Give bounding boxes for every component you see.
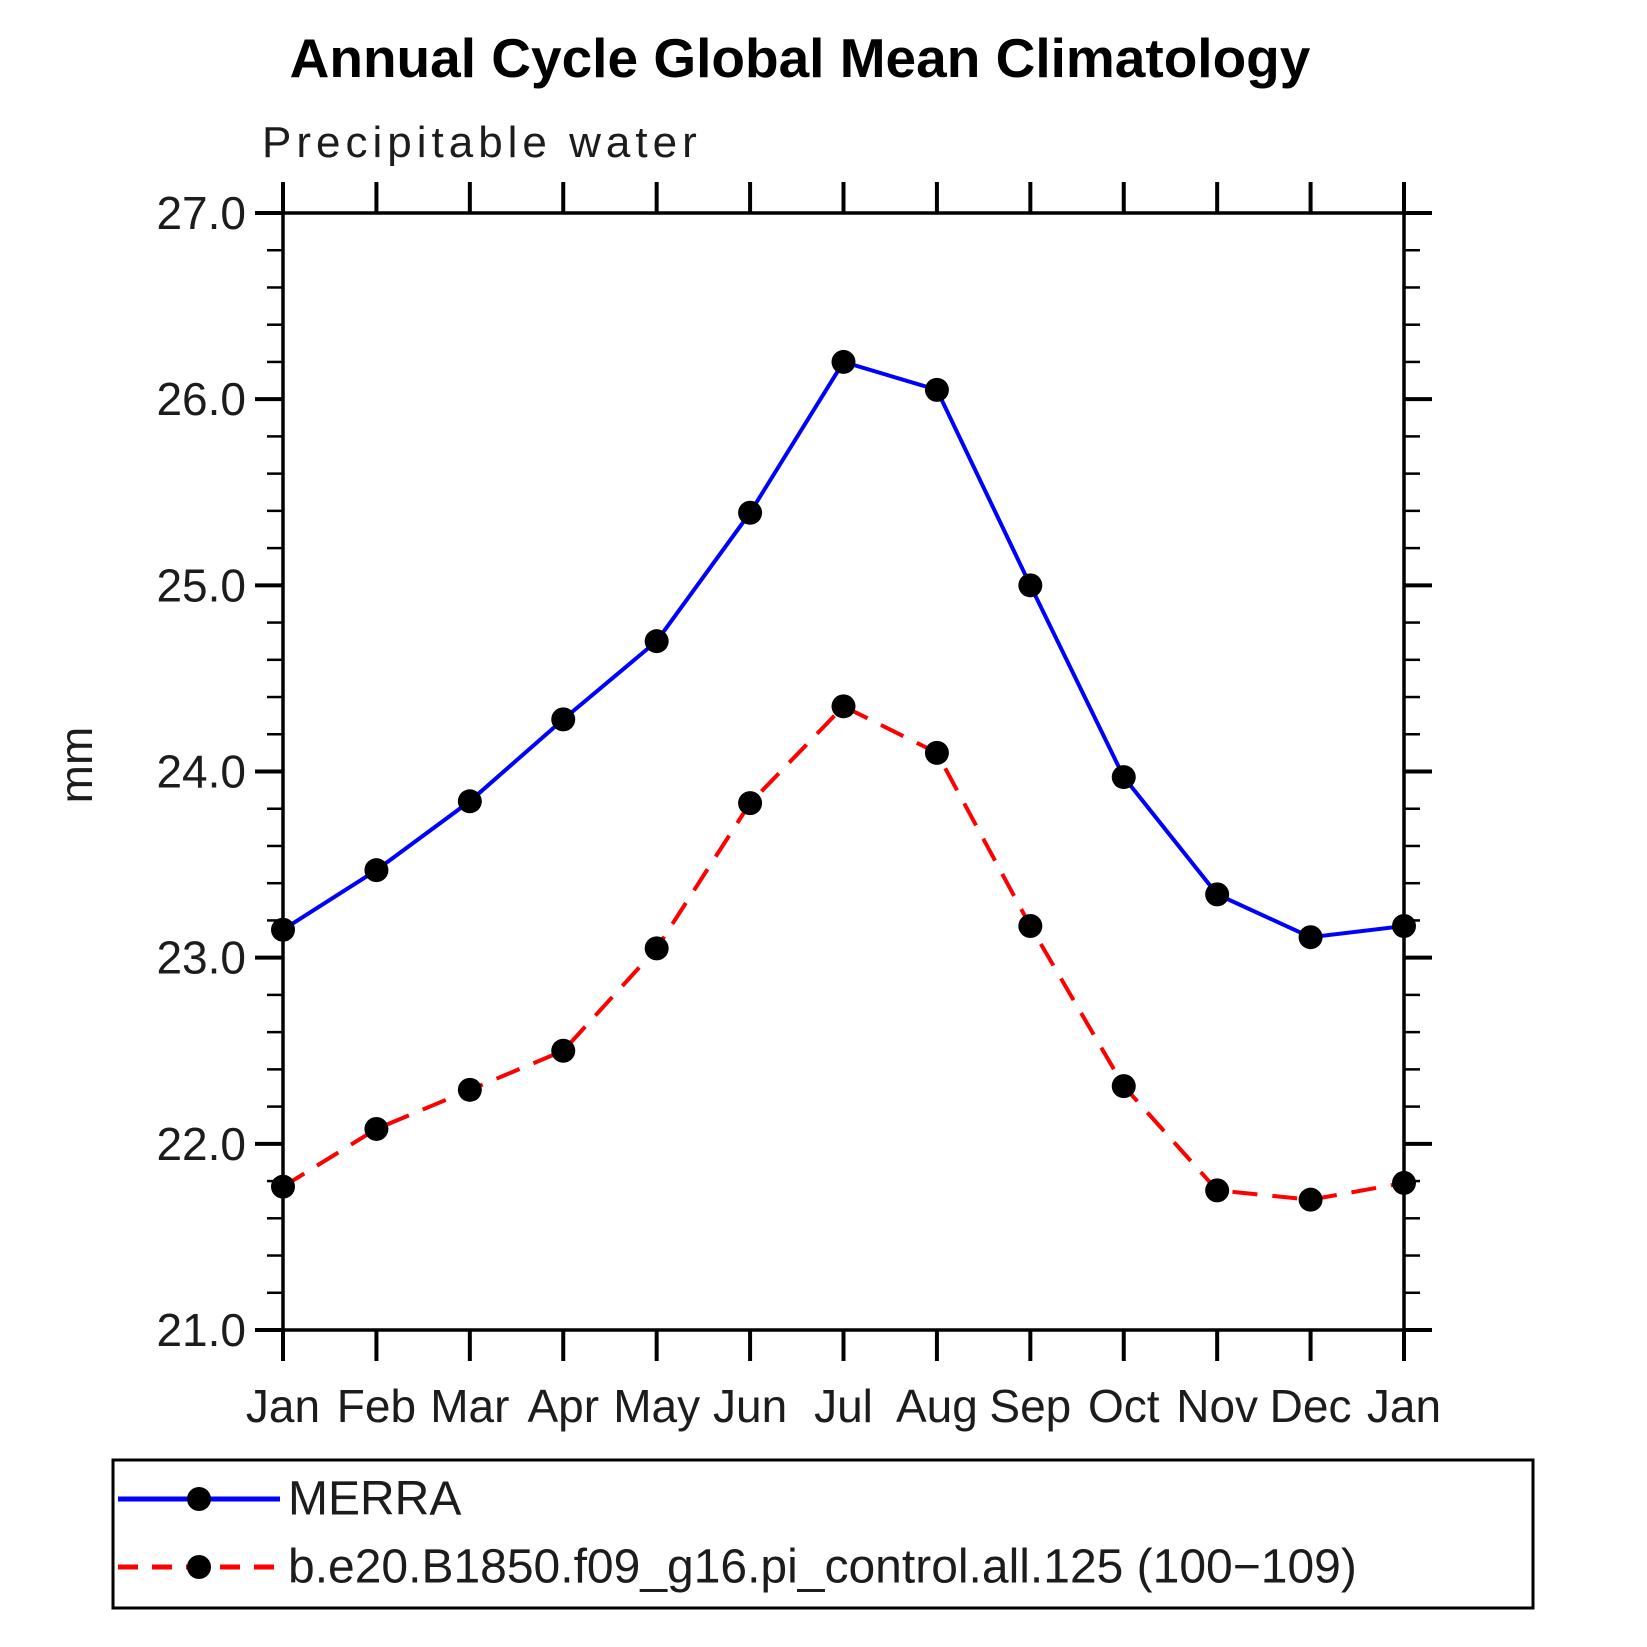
data-point-marker xyxy=(1298,925,1323,950)
data-point-marker xyxy=(644,629,669,654)
data-point-marker xyxy=(924,740,949,765)
plot-frame xyxy=(281,211,1406,1332)
x-tick-label: Apr xyxy=(527,1380,599,1432)
y-tick-label: 24.0 xyxy=(156,746,246,798)
x-tick-label: Feb xyxy=(337,1380,416,1432)
legend-label-0: MERRA xyxy=(288,1473,461,1526)
x-tick-label: Sep xyxy=(989,1380,1071,1432)
x-tick-label: Nov xyxy=(1176,1380,1258,1432)
x-tick-label: Jul xyxy=(814,1380,873,1432)
data-point-marker xyxy=(1392,1170,1416,1195)
data-point-marker xyxy=(1111,765,1136,790)
data-point-marker xyxy=(924,377,949,402)
data-point-marker xyxy=(644,936,669,961)
legend-marker-1 xyxy=(187,1555,211,1579)
x-tick-label: Dec xyxy=(1270,1380,1352,1432)
y-tick-label: 25.0 xyxy=(156,559,246,611)
data-point-marker xyxy=(1018,914,1043,939)
data-point-marker xyxy=(364,1116,389,1141)
data-point-marker xyxy=(551,707,576,732)
chart-title: Annual Cycle Global Mean Climatology xyxy=(289,27,1311,89)
data-point-marker xyxy=(831,349,856,374)
data-point-marker xyxy=(1111,1074,1136,1099)
x-tick-label: Oct xyxy=(1088,1380,1160,1432)
y-axis-title: mm xyxy=(50,727,102,804)
data-point-marker xyxy=(271,1174,295,1199)
y-tick-label: 26.0 xyxy=(156,373,246,425)
y-tick-label: 27.0 xyxy=(156,187,246,239)
data-point-marker xyxy=(364,858,389,883)
x-tick-label: Mar xyxy=(430,1380,509,1432)
x-tick-label: Jan xyxy=(246,1380,320,1432)
legend-label-1: b.e20.B1850.f09_g16.pi_control.all.125 (… xyxy=(288,1541,1357,1594)
data-point-marker xyxy=(831,694,856,719)
data-point-marker xyxy=(1205,1178,1230,1203)
data-point-marker xyxy=(1392,914,1416,939)
x-tick-label: Aug xyxy=(896,1380,978,1432)
x-tick-label: Jan xyxy=(1367,1380,1441,1432)
series-line-1 xyxy=(281,703,1405,1202)
series-line-0 xyxy=(281,359,1405,940)
data-point-marker xyxy=(738,791,763,816)
data-point-marker xyxy=(457,789,482,814)
y-tick-label: 21.0 xyxy=(156,1304,246,1356)
data-point-marker xyxy=(457,1077,482,1102)
chart-subtitle: Precipitable water xyxy=(262,118,702,167)
y-tick-label: 22.0 xyxy=(156,1118,246,1170)
data-point-marker xyxy=(738,500,763,525)
legend-box xyxy=(111,1458,1535,1610)
data-point-marker xyxy=(1205,882,1230,907)
x-tick-label: May xyxy=(613,1380,700,1432)
data-point-marker xyxy=(1298,1187,1323,1212)
data-point-marker xyxy=(551,1038,576,1063)
legend-marker-0 xyxy=(187,1487,211,1511)
data-point-marker xyxy=(271,917,295,942)
data-point-marker xyxy=(1018,573,1043,598)
y-tick-label: 23.0 xyxy=(156,932,246,984)
x-tick-label: Jun xyxy=(713,1380,787,1432)
